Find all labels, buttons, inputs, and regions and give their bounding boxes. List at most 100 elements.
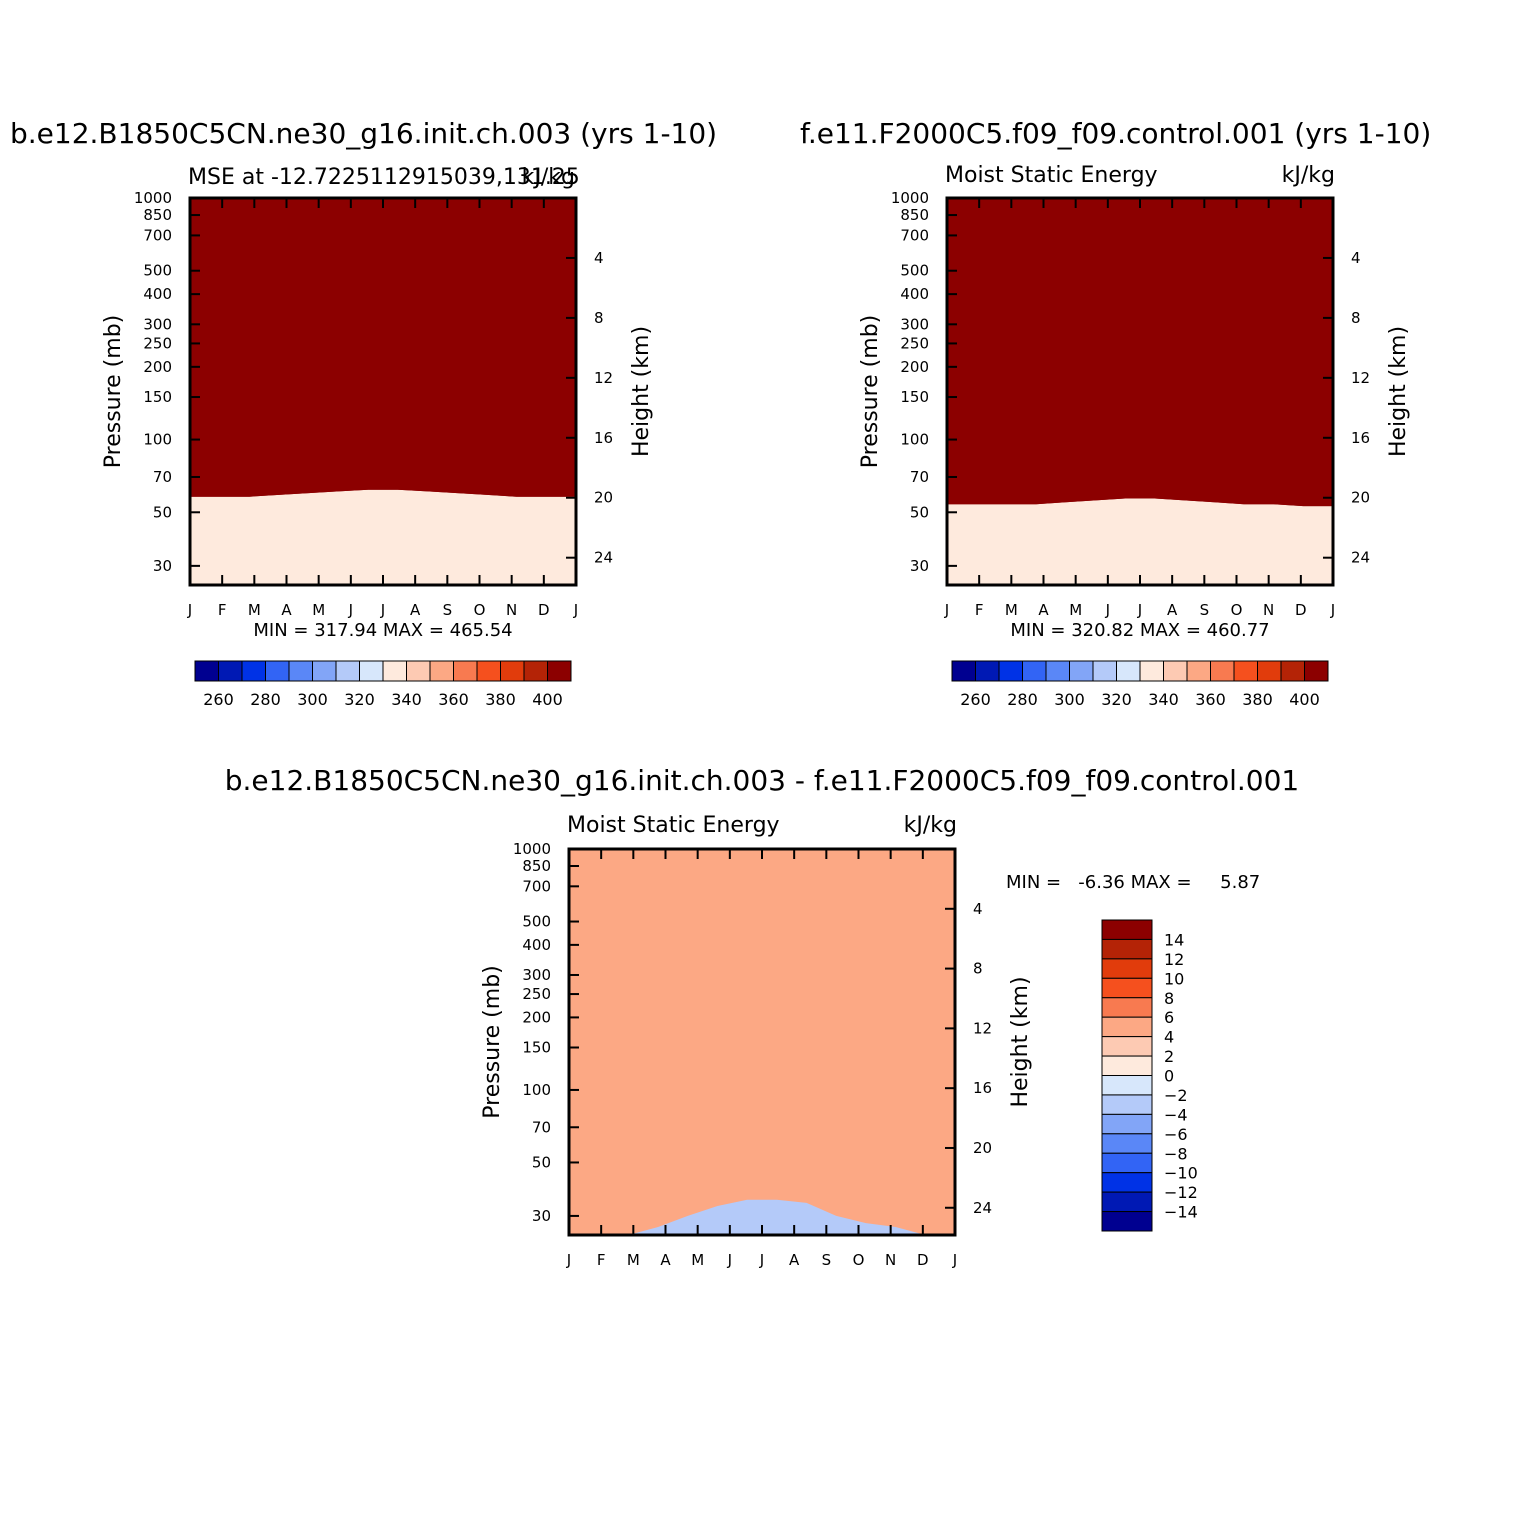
colorbar-label: 4 — [1164, 1028, 1174, 1047]
colorbar-label: −10 — [1164, 1164, 1198, 1183]
panel2-case-title: f.e11.F2000C5.f09_f09.control.001 (yrs 1… — [800, 117, 1431, 150]
y2-tick-label: 24 — [1351, 549, 1370, 567]
panel1-min-max: MIN = 317.94 MAX = 465.54 — [253, 620, 512, 641]
panel2-left-label: Moist Static Energy — [945, 163, 1158, 188]
y2-tick-label: 24 — [973, 1199, 992, 1217]
colorbar-swatch — [335, 660, 360, 682]
colorbar-swatch — [1101, 1152, 1153, 1174]
colorbar-label: −8 — [1164, 1144, 1188, 1163]
x-tick-label: J — [348, 601, 353, 619]
colorbar-label: −14 — [1164, 1203, 1198, 1222]
y-tick-label: 1000 — [513, 840, 551, 858]
x-tick-label: M — [1005, 601, 1018, 619]
y-tick-label: 400 — [900, 285, 929, 303]
x-tick-label: M — [627, 1251, 640, 1269]
y2-tick-label: 20 — [973, 1139, 992, 1157]
colorbar-swatch — [951, 660, 976, 682]
x-tick-label: F — [975, 601, 984, 619]
y-tick-label: 400 — [143, 285, 172, 303]
y-axis-title: Pressure (mb) — [480, 965, 505, 1119]
y2-tick-label: 4 — [594, 249, 604, 267]
y-tick-label: 100 — [900, 431, 929, 449]
x-tick-label: D — [917, 1251, 929, 1269]
y-tick-label: 250 — [900, 334, 929, 352]
y-tick-label: 70 — [532, 1118, 551, 1136]
x-tick-label: D — [1295, 601, 1307, 619]
colorbar-swatch — [1139, 660, 1164, 682]
colorbar-swatch — [1045, 660, 1070, 682]
colorbar-swatch — [265, 660, 290, 682]
x-tick-label: J — [1137, 601, 1142, 619]
x-tick-label: A — [410, 601, 421, 619]
x-tick-label: D — [538, 601, 550, 619]
colorbar-swatch — [476, 660, 501, 682]
colorbar-label: 360 — [438, 690, 469, 709]
y2-tick-label: 8 — [1351, 309, 1361, 327]
colorbar-swatch — [453, 660, 478, 682]
x-tick-label: S — [443, 601, 453, 619]
colorbar-label: 380 — [1242, 690, 1273, 709]
x-tick-label: A — [1038, 601, 1049, 619]
colorbar-label: −6 — [1164, 1125, 1188, 1144]
y-tick-label: 500 — [900, 262, 929, 280]
y-tick-label: 70 — [153, 468, 172, 486]
y-tick-label: 250 — [143, 334, 172, 352]
y-tick-label: 1000 — [891, 189, 929, 207]
colorbar-label: 320 — [344, 690, 375, 709]
colorbar-swatch — [218, 660, 243, 682]
x-tick-label: N — [506, 601, 517, 619]
colorbar-swatch — [1022, 660, 1047, 682]
colorbar-label: 400 — [532, 690, 563, 709]
colorbar-label: 14 — [1164, 930, 1184, 949]
x-tick-label: M — [1069, 601, 1082, 619]
colorbar-swatch — [1101, 977, 1153, 999]
contour-band-5 — [569, 849, 955, 1235]
x-tick-label: J — [573, 601, 578, 619]
x-tick-label: F — [597, 1251, 606, 1269]
colorbar-swatch — [1101, 1191, 1153, 1213]
contour-band-top — [947, 198, 1333, 507]
y2-axis-title: Height (km) — [1386, 326, 1411, 457]
x-tick-label: O — [474, 601, 486, 619]
x-tick-label: J — [952, 1251, 957, 1269]
y2-tick-label: 8 — [594, 309, 604, 327]
y2-tick-label: 16 — [1351, 429, 1370, 447]
x-tick-label: O — [853, 1251, 865, 1269]
x-tick-label: J — [727, 1251, 732, 1269]
colorbar-swatch — [1101, 1172, 1153, 1193]
y2-axis-title: Height (km) — [1008, 976, 1033, 1107]
panel3-min-max: MIN = -6.36 MAX = 5.87 — [1006, 872, 1260, 893]
y-tick-label: 50 — [910, 503, 929, 521]
y-tick-label: 300 — [143, 315, 172, 333]
y2-tick-label: 12 — [594, 369, 613, 387]
y-axis-title: Pressure (mb) — [101, 315, 126, 469]
y2-axis-title: Height (km) — [629, 326, 654, 457]
y2-tick-label: 24 — [594, 549, 613, 567]
colorbar-label: 360 — [1195, 690, 1226, 709]
panel2-right-label: kJ/kg — [1282, 163, 1335, 188]
x-tick-label: A — [660, 1251, 671, 1269]
y-tick-label: 1000 — [134, 189, 172, 207]
y-tick-label: 700 — [522, 877, 551, 895]
y-tick-label: 500 — [522, 913, 551, 931]
y-tick-label: 700 — [143, 226, 172, 244]
y-tick-label: 30 — [153, 557, 172, 575]
y2-tick-label: 4 — [973, 900, 983, 918]
y-tick-label: 850 — [143, 206, 172, 224]
y2-tick-label: 12 — [1351, 369, 1370, 387]
y2-tick-label: 20 — [1351, 489, 1370, 507]
colorbar-swatch — [1304, 660, 1329, 682]
y-tick-label: 150 — [143, 388, 172, 406]
colorbar-swatch — [1069, 660, 1094, 682]
colorbar-swatch — [1101, 1094, 1153, 1115]
colorbar-swatch — [1280, 660, 1305, 682]
colorbar-label: 340 — [391, 690, 422, 709]
y-tick-label: 850 — [522, 857, 551, 875]
colorbar-label: 280 — [1007, 690, 1038, 709]
colorbar-label: 260 — [203, 690, 234, 709]
y-tick-label: 250 — [522, 985, 551, 1003]
colorbar-label: 400 — [1289, 690, 1320, 709]
